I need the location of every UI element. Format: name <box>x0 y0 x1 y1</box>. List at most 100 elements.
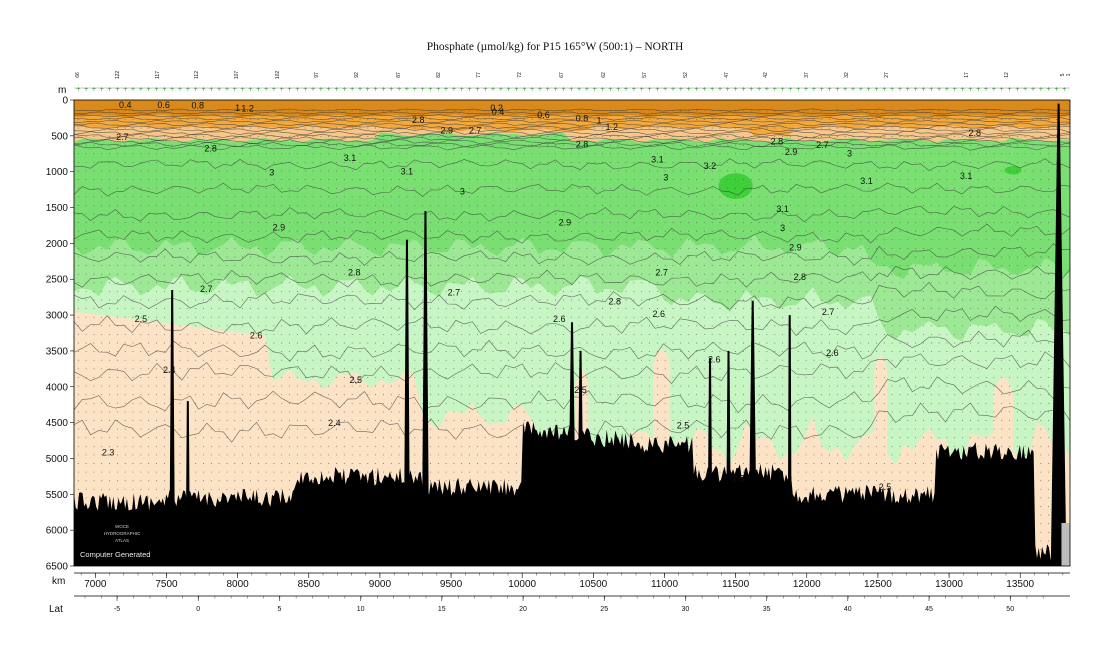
contour-label-28: 2.6 <box>826 348 839 358</box>
logo-line-1: HYDROGRAPHIC <box>104 531 142 536</box>
station-label-14: 57 <box>642 72 648 78</box>
station-label-3: 112 <box>194 71 200 79</box>
station-label-13: 62 <box>601 72 607 78</box>
seamount-0 <box>169 289 176 566</box>
contour-label-30: 3.1 <box>960 171 973 181</box>
station-axis: + + + + + + + + + + + + + + + + + + + + + + + + + + + + + + + + + + + + + + + +… <box>74 71 1072 93</box>
chart-title: Phosphate (µmol/kg) for P15 165°W (500:1… <box>426 41 684 53</box>
km-axis-label: km <box>52 576 65 587</box>
km-tick-label-8: 11000 <box>651 579 679 590</box>
contour-label-48: 2.4 <box>163 365 176 375</box>
depth-tick-label-11: 5500 <box>46 490 69 501</box>
lat-tick-label-5: 20 <box>519 606 527 613</box>
logo-caption: Computer Generated <box>80 550 150 559</box>
field-max-1 <box>1004 165 1022 175</box>
contour-label-50: 2.5 <box>574 385 587 395</box>
contour-label-52: 2.4 <box>328 418 341 428</box>
seamount-1 <box>185 401 190 566</box>
km-tick-label-9: 11500 <box>722 579 750 590</box>
contour-label-10: 0.6 <box>537 110 550 120</box>
contour-label-31: 2.7 <box>116 132 129 142</box>
contour-label-53: 2.5 <box>677 420 690 430</box>
km-tick-label-0: 7000 <box>84 579 107 590</box>
woce-atlas-logo: WOCE HYDROGRAPHIC ATLAS Computer Generated <box>80 524 150 559</box>
station-label-18: 37 <box>804 72 810 78</box>
contour-label-6: 2.9 <box>441 126 454 136</box>
station-label-10: 77 <box>476 72 482 78</box>
km-tick-label-3: 8500 <box>298 579 321 590</box>
depth-tick-label-4: 2000 <box>46 239 69 250</box>
depth-axis-label: m <box>58 85 66 96</box>
contour-line-10 <box>74 135 1070 142</box>
contour-label-40: 2.7 <box>200 284 213 294</box>
contour-label-39: 2.8 <box>348 268 361 278</box>
km-tick-label-11: 12500 <box>864 579 892 590</box>
km-tick-label-13: 13500 <box>1006 579 1034 590</box>
seamount-7 <box>725 350 732 566</box>
contour-line-2 <box>74 113 1070 118</box>
contour-line-8 <box>74 130 1070 136</box>
km-tick-label-1: 7500 <box>155 579 178 590</box>
station-label-15: 52 <box>683 72 689 78</box>
depth-tick-label-8: 4000 <box>46 382 69 393</box>
station-label-19: 32 <box>844 72 850 78</box>
station-label-22: 12 <box>1004 72 1010 78</box>
contour-label-13: 1.2 <box>606 122 619 132</box>
contour-label-8: 0.2 <box>490 103 503 113</box>
depth-tick-label-5: 2500 <box>46 275 69 286</box>
contour-line-17 <box>74 223 1070 244</box>
contour-line-5 <box>74 122 1070 127</box>
km-tick-label-4: 9000 <box>369 579 392 590</box>
contour-label-55: 2.5 <box>732 473 745 483</box>
seamount-3 <box>421 211 430 566</box>
lat-tick-label-11: 50 <box>1006 606 1014 613</box>
lat-tick-label-9: 40 <box>844 606 852 613</box>
seamount-4 <box>567 322 577 566</box>
contour-label-45: 2.6 <box>553 314 566 324</box>
seamount-2 <box>403 239 411 566</box>
contour-label-36: 3 <box>460 187 465 197</box>
contour-label-43: 2.7 <box>655 268 668 278</box>
contour-label-11: 0.8 <box>576 114 589 124</box>
seamount-6 <box>707 358 713 566</box>
plot-frame <box>73 99 1071 567</box>
km-tick-label-10: 12000 <box>793 579 821 590</box>
contour-line-13 <box>74 143 1070 151</box>
depth-tick-label-0: 0 <box>62 96 68 107</box>
depth-tick-label-1: 500 <box>51 131 68 142</box>
depth-tick-label-6: 3000 <box>46 311 69 322</box>
station-label-6: 97 <box>314 72 320 78</box>
seamount-8 <box>748 300 757 566</box>
contour-line-15 <box>74 182 1070 197</box>
station-label-7: 92 <box>354 72 360 78</box>
depth-tick-label-12: 6000 <box>46 526 69 537</box>
contour-label-49: 2.5 <box>349 375 362 385</box>
contour-label-51: 2.6 <box>708 354 721 364</box>
contour-label-42: 2.8 <box>608 296 621 306</box>
contour-label-19: 2.9 <box>785 147 798 157</box>
contour-label-14: 2.8 <box>576 139 589 149</box>
station-label-16: 47 <box>724 72 730 78</box>
station-label-5: 102 <box>275 71 281 80</box>
contour-line-20 <box>74 281 1070 311</box>
contour-label-37: 2.9 <box>273 223 286 233</box>
station-label-24: 1 <box>1066 73 1072 76</box>
contour-label-17: 3.2 <box>704 161 717 171</box>
contour-line-16 <box>74 205 1070 223</box>
frame-rect <box>73 99 1071 567</box>
contour-label-35: 3.1 <box>401 167 414 177</box>
field-core-3 <box>756 164 829 201</box>
contour-label-4: 1.2 <box>241 104 254 114</box>
field-core-1 <box>418 146 527 197</box>
field-max-0 <box>718 173 753 199</box>
lat-tick-label-0: -5 <box>114 606 120 613</box>
contour-line-14 <box>74 158 1070 171</box>
lat-tick-label-3: 10 <box>357 606 365 613</box>
lat-tick-label-7: 30 <box>682 606 690 613</box>
contour-label-54: 2.3 <box>102 448 115 458</box>
field-core-0 <box>291 144 440 199</box>
contour-line-3 <box>74 116 1070 121</box>
lat-tick-label-6: 25 <box>600 606 608 613</box>
lat-axis-label: Lat <box>49 604 63 615</box>
